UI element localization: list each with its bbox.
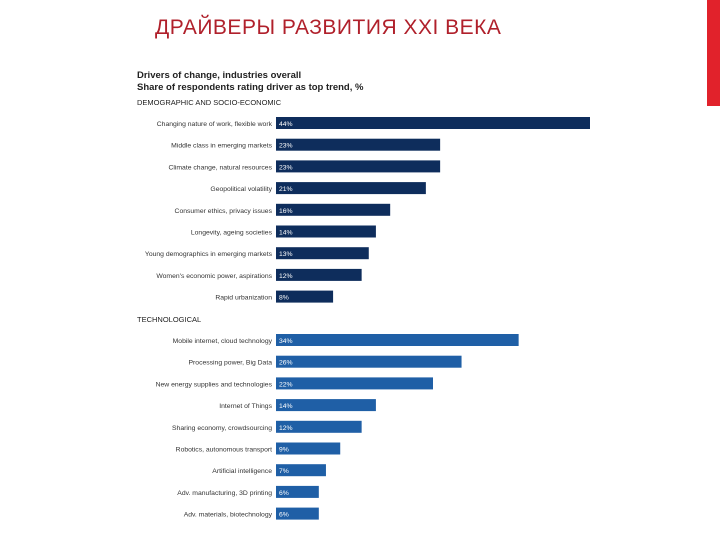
bar-value-label: 23%	[279, 143, 293, 150]
group-header: TECHNOLOGICAL	[137, 315, 201, 324]
category-label: Geopolitical volatility	[210, 186, 272, 193]
bar-value-label: 21%	[279, 186, 293, 193]
bar-value-label: 12%	[279, 273, 293, 280]
bar	[276, 377, 433, 390]
category-label: New energy supplies and technologies	[156, 381, 273, 388]
bar-value-label: 13%	[279, 251, 293, 258]
bar	[276, 507, 319, 520]
bar	[276, 182, 426, 195]
chart-subtitle: Share of respondents rating driver as to…	[137, 82, 364, 93]
category-label: Consumer ethics, privacy issues	[175, 208, 273, 215]
category-label: Adv. manufacturing, 3D printing	[177, 490, 272, 497]
bar-value-label: 6%	[279, 512, 289, 519]
bar	[276, 355, 462, 368]
category-label: Young demographics in emerging markets	[145, 251, 273, 258]
bar-value-label: 6%	[279, 490, 289, 497]
bar	[276, 138, 441, 151]
bar-value-label: 16%	[279, 208, 293, 215]
bar	[276, 225, 376, 238]
category-label: Sharing economy, crowdsourcing	[172, 425, 272, 432]
bar-value-label: 14%	[279, 403, 293, 410]
category-label: Women's economic power, aspirations	[156, 273, 272, 280]
bar-value-label: 9%	[279, 447, 289, 454]
category-label: Internet of Things	[219, 403, 272, 410]
bar	[276, 160, 441, 173]
category-label: Processing power, Big Data	[189, 360, 273, 367]
bar-value-label: 34%	[279, 338, 293, 345]
bar	[276, 399, 376, 412]
category-label: Middle class in emerging markets	[171, 143, 272, 150]
category-label: Climate change, natural resources	[168, 164, 272, 171]
slide-title: ДРАЙВЕРЫ РАЗВИТИЯ XXI ВЕКА	[155, 16, 502, 39]
bar-value-label: 7%	[279, 468, 289, 475]
category-label: Robotics, autonomous transport	[176, 447, 272, 454]
bar	[276, 247, 369, 260]
bar-value-label: 26%	[279, 360, 293, 367]
bar	[276, 485, 319, 498]
chart-bars: DEMOGRAPHIC AND SOCIO-ECONOMIC Changing n…	[137, 98, 590, 520]
category-label: Longevity, ageing societies	[191, 230, 273, 237]
bar-value-label: 44%	[279, 121, 293, 128]
accent-bar	[707, 0, 720, 106]
bar-value-label: 12%	[279, 425, 293, 432]
bar	[276, 117, 590, 129]
bar	[276, 203, 391, 216]
bar	[276, 420, 362, 433]
bar	[276, 290, 334, 303]
category-label: Adv. materials, biotechnology	[184, 512, 273, 519]
category-label: Mobile internet, cloud technology	[173, 338, 273, 345]
group-header: DEMOGRAPHIC AND SOCIO-ECONOMIC	[137, 98, 282, 107]
bar-value-label: 14%	[279, 230, 293, 237]
category-label: Rapid urbanization	[215, 295, 272, 302]
bar-value-label: 8%	[279, 295, 289, 302]
bar	[276, 442, 341, 455]
category-label: Artificial intelligence	[212, 468, 272, 475]
bar-value-label: 22%	[279, 381, 293, 388]
chart-title: Drivers of change, industries overall	[137, 70, 301, 81]
bar-value-label: 23%	[279, 164, 293, 171]
bar	[276, 464, 326, 477]
category-label: Changing nature of work, flexible work	[157, 121, 273, 128]
bar	[276, 268, 362, 281]
bar	[276, 334, 519, 346]
